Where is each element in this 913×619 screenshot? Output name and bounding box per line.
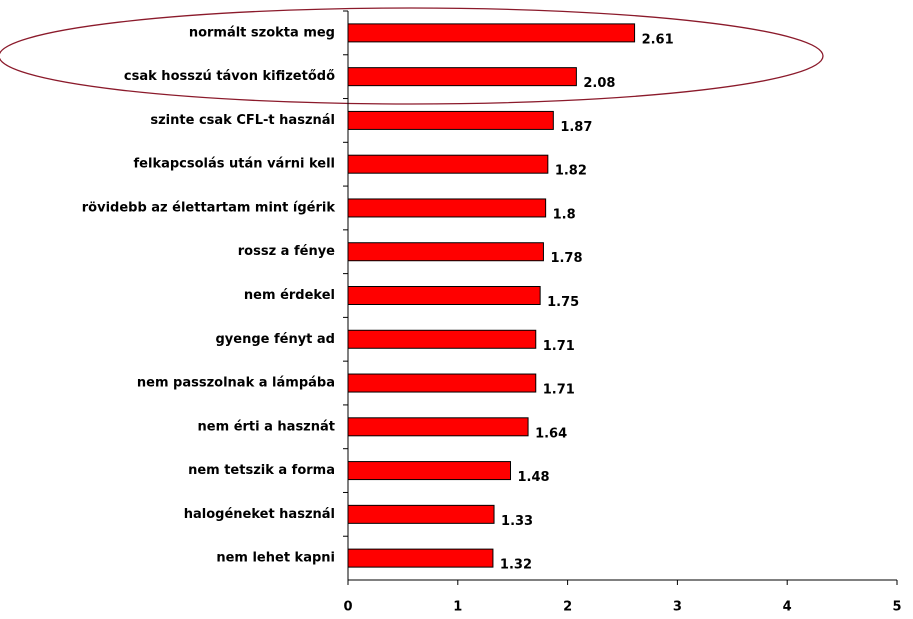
highlight-ellipse [0, 7, 824, 105]
bar [347, 373, 537, 393]
y-tick-label: nem érti a hasznát [198, 419, 335, 434]
value-label: 1.82 [555, 164, 587, 179]
y-tick-label: rövidebb az élettartam mint ígérik [82, 200, 336, 215]
x-tick-label: 5 [892, 600, 901, 615]
y-tick-label: nem érdekel [244, 288, 335, 303]
x-tick-label: 3 [673, 600, 682, 615]
bar [347, 198, 547, 218]
bar [347, 286, 541, 305]
y-tick-label: nem lehet kapni [216, 551, 335, 566]
x-tick-label: 2 [563, 600, 572, 615]
bar [347, 242, 544, 262]
y-tick-label: gyenge fényt ad [215, 332, 335, 347]
value-label: 1.71 [543, 383, 575, 398]
bar [347, 110, 554, 130]
bar [347, 504, 495, 524]
value-label: 2.08 [583, 76, 615, 91]
value-label: 1.75 [547, 295, 579, 310]
y-tick-label: halogéneket használ [184, 507, 335, 522]
y-tick-label: nem passzolnak a lámpába [137, 376, 335, 391]
value-label: 1.33 [501, 514, 533, 529]
value-label: 1.64 [535, 426, 567, 441]
value-label: 1.48 [518, 470, 550, 485]
x-tick-label: 0 [343, 600, 352, 615]
y-tick-label: felkapcsolás után várni kell [134, 157, 335, 172]
value-label: 2.61 [642, 32, 674, 47]
y-tick-label: csak hosszú távon kifizetődő [124, 69, 335, 84]
y-tick-label: szinte csak CFL-t használ [150, 113, 335, 128]
bar [347, 154, 549, 174]
bar [347, 461, 512, 481]
value-label: 1.71 [543, 339, 575, 354]
bar [347, 23, 636, 43]
value-label: 1.78 [550, 251, 582, 266]
bar [347, 548, 494, 568]
bar [347, 329, 537, 349]
value-label: 1.32 [500, 558, 532, 573]
x-tick-label: 1 [453, 600, 462, 615]
value-label: 1.8 [553, 207, 576, 222]
x-tick-label: 4 [783, 600, 792, 615]
y-tick-label: normált szokta meg [189, 25, 335, 40]
bar [347, 67, 577, 87]
value-label: 1.87 [560, 120, 592, 135]
bar [347, 417, 529, 437]
y-tick-label: nem tetszik a forma [188, 463, 335, 478]
y-tick-label: rossz a fénye [238, 244, 335, 259]
